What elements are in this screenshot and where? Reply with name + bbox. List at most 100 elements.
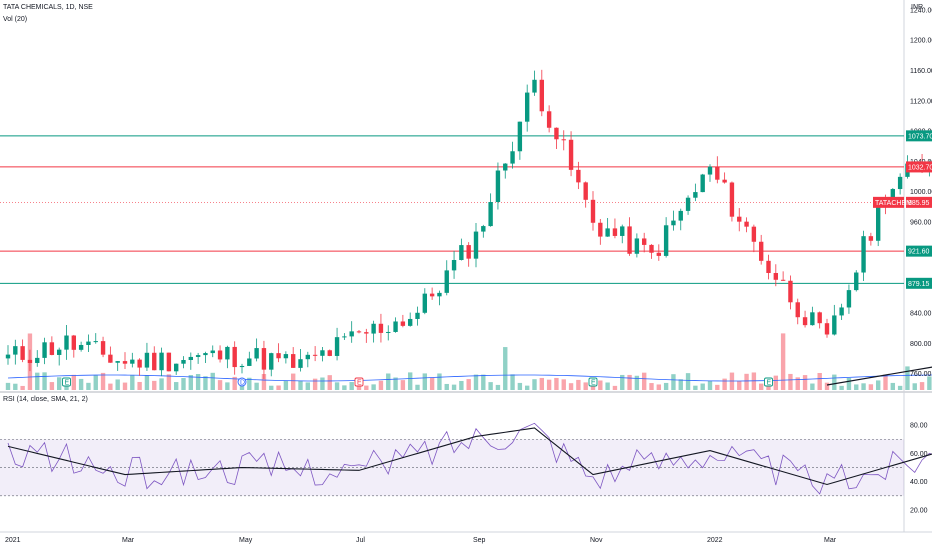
time-tick-label: Nov [590, 537, 603, 544]
candle-body [269, 353, 274, 370]
volume-bar [839, 385, 844, 390]
volume-bar [700, 383, 705, 390]
volume-bar [247, 377, 252, 390]
candle-body [546, 111, 552, 128]
candle-body [649, 244, 654, 253]
dividend-marker[interactable]: D [237, 377, 247, 387]
volume-bar [897, 385, 903, 390]
volume-bars [5, 333, 932, 390]
volume-bar [217, 380, 223, 390]
candle-body [861, 236, 866, 273]
volume-bar [20, 385, 25, 390]
volume-bar [35, 372, 40, 390]
candle-body [422, 293, 428, 313]
time-tick-label: Sep [473, 537, 486, 544]
candle-body [488, 202, 493, 227]
candle-body [466, 245, 471, 259]
candle-body [473, 231, 479, 259]
volume-bar [437, 373, 442, 390]
candle-body [832, 315, 837, 335]
volume-bar [561, 379, 566, 390]
candle-body [86, 341, 91, 345]
price-tick-label: 800.00 [910, 341, 932, 348]
candle-body [13, 346, 18, 355]
candle-body [634, 238, 640, 254]
volume-bar [232, 376, 237, 390]
candle-body [444, 270, 449, 293]
volume-bar [919, 382, 925, 390]
volume-bar [576, 379, 581, 390]
price-tick-label: 1120.00 [910, 98, 932, 105]
earnings-marker[interactable]: E [588, 377, 598, 387]
candle-body [524, 92, 530, 122]
candle-body [283, 354, 289, 359]
volume-bar [824, 382, 830, 390]
candle-body [495, 170, 501, 203]
candle-body [64, 335, 69, 350]
volume-bar [554, 377, 559, 390]
earnings-marker-shape [588, 377, 598, 387]
candle-body [210, 350, 215, 354]
volume-bar [890, 382, 896, 390]
time-tick-label: Mar [122, 537, 135, 544]
volume-bar [546, 379, 552, 390]
volume-bar [722, 378, 727, 390]
candle-body [320, 350, 325, 356]
volume-bar [788, 373, 793, 390]
candle-body [583, 182, 588, 200]
candle-body [298, 359, 303, 368]
candle-body [364, 332, 369, 334]
candle-body [839, 307, 844, 316]
candle-body [824, 323, 830, 335]
volume-bar [144, 375, 150, 390]
volume-bar [780, 333, 786, 390]
time-tick-label: 2021 [5, 537, 21, 544]
volume-bar [100, 372, 106, 390]
symbol-tag-label: TATACHEM [875, 200, 912, 207]
volume-bar [481, 374, 486, 390]
volume-bar [685, 373, 691, 390]
rsi-legend: RSI (14, close, SMA, 21, 2) [3, 396, 88, 403]
volume-bar [130, 375, 135, 390]
candle-body [641, 238, 647, 245]
candle-body [349, 331, 354, 337]
candle-body [459, 245, 464, 260]
candle-body [108, 354, 113, 363]
candle-body [327, 350, 332, 356]
time-tick-label: 2022 [707, 537, 723, 544]
earnings-marker[interactable]: E [354, 377, 364, 387]
volume-bar [334, 382, 340, 390]
candle-body [437, 292, 442, 297]
event-markers[interactable]: EDEEEEEDEEEEDE [62, 377, 932, 387]
candle-body [261, 348, 267, 370]
time-tick-label: May [239, 537, 253, 544]
earnings-marker-shape [764, 377, 773, 387]
candle-body [93, 341, 98, 343]
volume-bar [817, 372, 822, 390]
earnings-marker[interactable]: E [62, 377, 71, 387]
volume-bar [678, 379, 683, 390]
candle-body [715, 166, 720, 180]
volume-bar [751, 372, 757, 390]
volume-bar [861, 383, 866, 390]
volume-bar [634, 375, 640, 390]
price-tick-label: 840.00 [910, 310, 932, 317]
volume-bar [327, 375, 332, 390]
volume-bar [276, 385, 281, 390]
candle-body [722, 179, 727, 183]
volume-bar [225, 382, 230, 390]
price-tag [906, 130, 932, 142]
volume-bar [181, 378, 186, 390]
volume-bar [254, 382, 259, 390]
volume-bar [905, 366, 910, 390]
volume-bar [56, 377, 62, 390]
volume-bar [473, 374, 479, 390]
candle-body [173, 363, 179, 372]
candle-body [225, 346, 230, 360]
earnings-marker[interactable]: E [764, 377, 773, 387]
volume-bar [737, 381, 742, 390]
candle-body [5, 354, 11, 359]
candle-body [539, 79, 545, 112]
candle-body [503, 163, 508, 171]
volume-bar [459, 380, 464, 390]
